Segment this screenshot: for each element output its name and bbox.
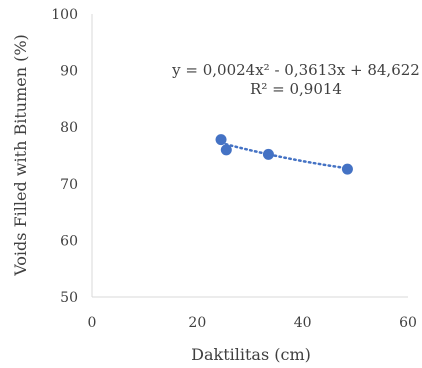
x-tick-label: 20 [188, 315, 206, 331]
y-tick-label: 90 [60, 64, 78, 80]
y-tick-label: 80 [60, 120, 78, 136]
data-points [215, 134, 353, 175]
chart-axes [91, 14, 408, 298]
x-axis-title: Daktilitas (cm) [191, 345, 311, 364]
data-point [215, 134, 227, 146]
y-tick-label: 50 [60, 290, 78, 306]
x-tick-label: 0 [88, 315, 97, 331]
y-axis-title: Voids Filled with Bitumen (%) [11, 34, 30, 277]
x-tick-label: 60 [399, 315, 417, 331]
trendline-group [219, 141, 349, 170]
trendline [219, 141, 349, 170]
trendline-r-squared: R² = 0,9014 [250, 80, 342, 98]
x-tick-label: 40 [294, 315, 312, 331]
data-point [220, 144, 232, 156]
trendline-equation: y = 0,0024x² - 0,3613x + 84,622 [171, 61, 420, 79]
data-point [341, 163, 353, 175]
tick-labels: 0 20 40 60 50 60 70 80 90 100 [51, 7, 417, 331]
y-tick-label: 60 [60, 233, 78, 249]
y-tick-label: 70 [60, 177, 78, 193]
y-tick-label: 100 [51, 7, 78, 23]
data-point [262, 148, 274, 160]
